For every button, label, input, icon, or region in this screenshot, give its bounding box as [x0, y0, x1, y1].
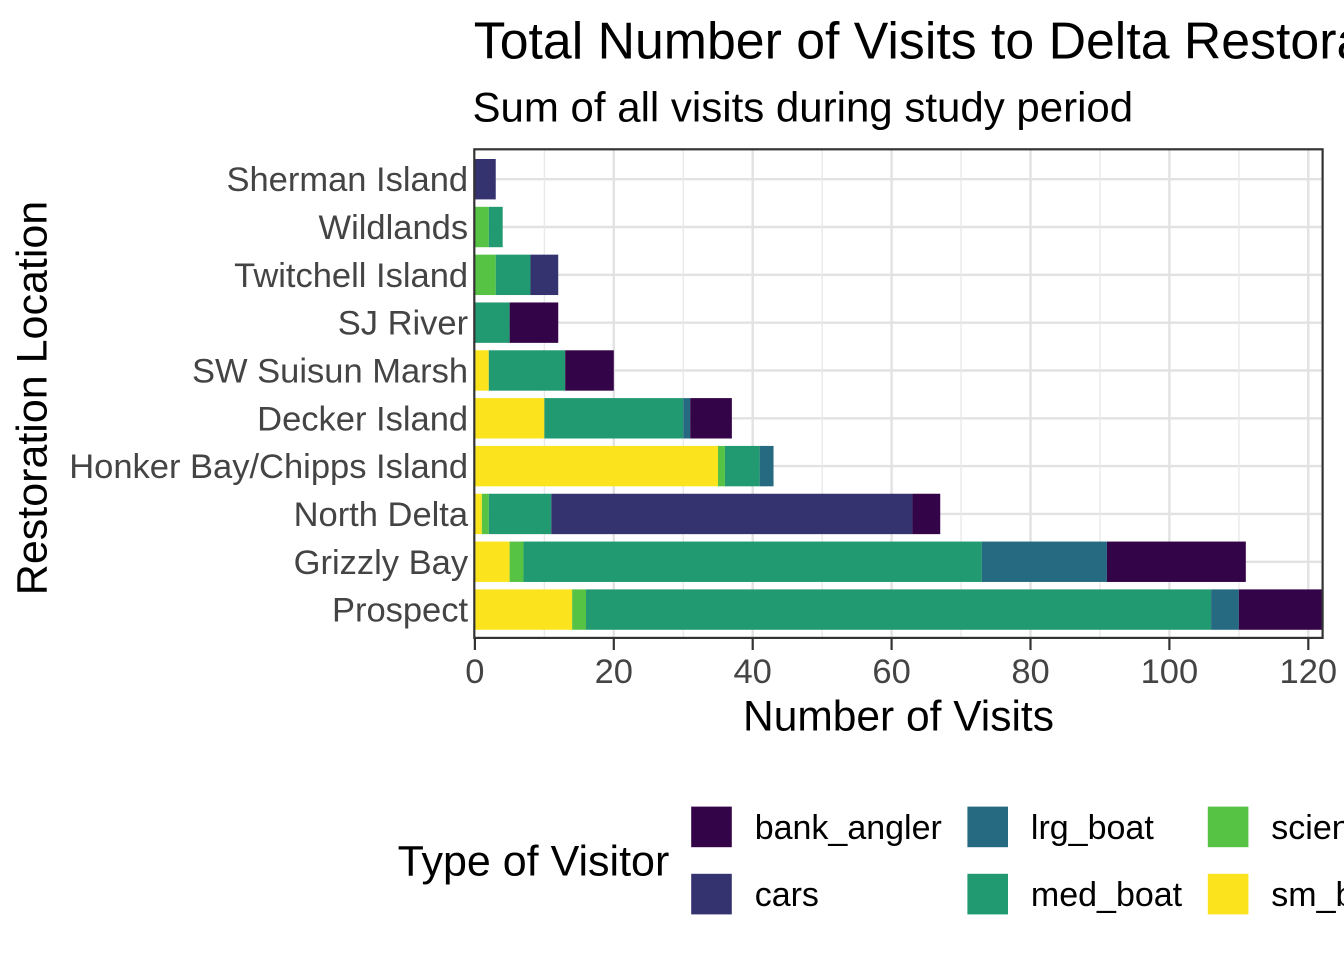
svg-text:100: 100 — [1141, 653, 1199, 691]
svg-text:Sherman Island: Sherman Island — [226, 161, 468, 199]
svg-text:SW Suisun Marsh: SW Suisun Marsh — [192, 353, 468, 391]
svg-text:120: 120 — [1280, 653, 1338, 691]
svg-text:SJ River: SJ River — [338, 305, 468, 343]
svg-text:Prospect: Prospect — [332, 592, 469, 630]
svg-text:North Delta: North Delta — [294, 496, 469, 534]
svg-text:lrg_boat: lrg_boat — [1031, 809, 1154, 847]
svg-text:sm_boat: sm_boat — [1271, 876, 1344, 914]
svg-text:20: 20 — [595, 653, 633, 691]
svg-text:Honker Bay/Chipps Island: Honker Bay/Chipps Island — [69, 448, 468, 486]
svg-text:med_boat: med_boat — [1031, 876, 1183, 914]
svg-text:Total Number of Visits to Delt: Total Number of Visits to Delta Restorat… — [474, 11, 1344, 69]
svg-text:80: 80 — [1011, 653, 1049, 691]
svg-text:sciencey: sciencey — [1271, 809, 1344, 847]
svg-text:Number of Visits: Number of Visits — [743, 694, 1054, 741]
svg-text:60: 60 — [872, 653, 910, 691]
svg-text:bank_angler: bank_angler — [755, 809, 942, 847]
svg-text:Decker Island: Decker Island — [257, 400, 468, 438]
svg-text:Type of Visitor: Type of Visitor — [398, 837, 670, 885]
svg-text:Sum of all visits during study: Sum of all visits during study period — [473, 83, 1134, 130]
svg-text:Wildlands: Wildlands — [319, 209, 469, 247]
svg-text:40: 40 — [734, 653, 772, 691]
svg-text:Twitchell Island: Twitchell Island — [234, 257, 468, 295]
svg-text:Grizzly Bay: Grizzly Bay — [294, 544, 469, 582]
svg-text:cars: cars — [755, 876, 819, 914]
svg-text:0: 0 — [465, 653, 484, 691]
svg-text:Restoration Location: Restoration Location — [9, 201, 57, 595]
